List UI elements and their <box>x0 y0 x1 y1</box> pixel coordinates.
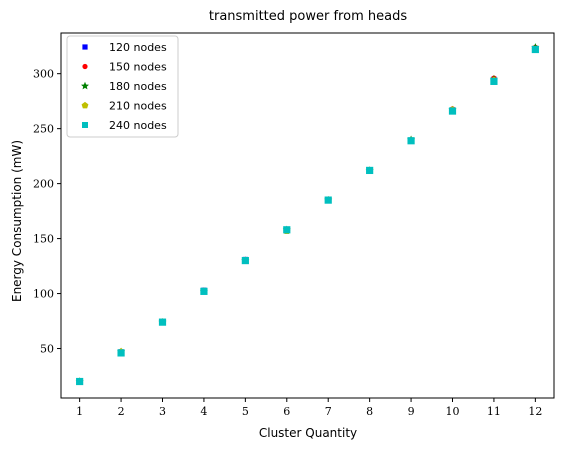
x-axis-label: Cluster Quantity <box>259 426 357 440</box>
legend-item: 210 nodes <box>81 100 167 113</box>
legend-item: 240 nodes <box>82 119 167 132</box>
x-tick-label: 3 <box>159 405 166 418</box>
data-point <box>366 166 374 175</box>
legend-marker <box>82 44 88 50</box>
x-tick-label: 5 <box>242 405 249 418</box>
data-point <box>76 377 84 386</box>
x-tick-label: 8 <box>366 405 373 418</box>
data-point <box>241 256 249 265</box>
legend-item: 180 nodes <box>81 80 167 93</box>
y-tick-label: 200 <box>33 178 54 191</box>
legend-marker <box>81 101 89 109</box>
x-tick-label: 6 <box>283 405 290 418</box>
plot-area-border <box>60 32 555 399</box>
legend-label: 150 nodes <box>109 61 167 74</box>
data-point <box>407 137 415 145</box>
x-axis-ticks: 1 2 3 4 5 6 7 8 9 10 11 12 <box>76 398 542 418</box>
x-tick-label: 11 <box>487 405 501 418</box>
legend-marker <box>81 81 89 90</box>
chart-title: transmitted power from heads <box>209 9 407 24</box>
y-axis-label: Energy Consumption (mW) <box>10 140 24 302</box>
x-tick-label: 9 <box>408 405 415 418</box>
x-tick-label: 2 <box>118 405 125 418</box>
data-point <box>324 196 332 204</box>
legend: 120 nodes 150 nodes 180 nodes 210 nodes 240 … <box>66 35 179 138</box>
legend-box <box>66 35 179 138</box>
legend-label: 120 nodes <box>109 41 167 54</box>
legend-label: 180 nodes <box>109 80 167 93</box>
legend-marker <box>82 122 88 128</box>
data-point <box>490 77 498 85</box>
legend-label: 240 nodes <box>109 119 167 132</box>
y-tick-label: 300 <box>33 68 54 81</box>
data-point <box>531 45 539 54</box>
y-tick-label: 100 <box>33 288 54 301</box>
legend-item: 120 nodes <box>82 41 167 54</box>
axes-frame <box>60 32 555 399</box>
legend-marker <box>82 63 88 70</box>
data-point <box>158 318 167 326</box>
x-tick-label: 1 <box>76 405 83 418</box>
y-tick-label: 250 <box>33 123 54 136</box>
y-tick-label: 150 <box>33 233 54 246</box>
data-points <box>75 43 540 386</box>
x-tick-label: 10 <box>446 405 460 418</box>
data-point <box>117 349 125 357</box>
data-point <box>283 226 291 234</box>
x-tick-label: 12 <box>528 405 542 418</box>
legend-item: 150 nodes <box>82 61 167 74</box>
x-tick-label: 7 <box>325 405 332 418</box>
data-point <box>200 287 208 295</box>
legend-label: 210 nodes <box>109 100 167 113</box>
x-tick-label: 4 <box>200 405 207 418</box>
series-240-nodes <box>76 45 539 386</box>
data-point <box>448 107 457 115</box>
y-tick-label: 50 <box>40 343 54 356</box>
y-axis-ticks: 50 100 150 200 250 300 <box>33 68 61 356</box>
